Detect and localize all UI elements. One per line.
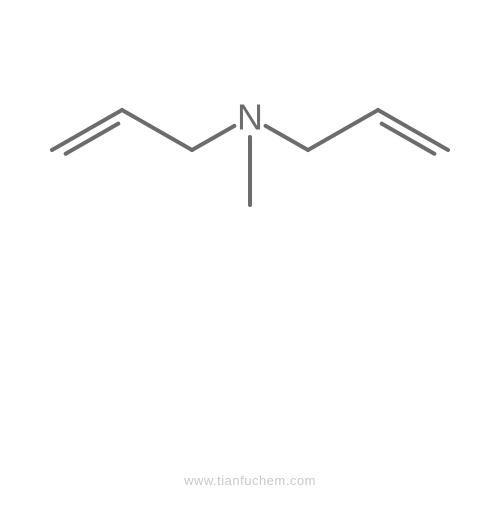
- molecule-svg: N: [0, 0, 500, 500]
- watermark-text: www.tianfuchem.com: [184, 473, 316, 488]
- chemical-structure-figure: N www.tianfuchem.com: [0, 0, 500, 500]
- svg-text:N: N: [237, 97, 263, 138]
